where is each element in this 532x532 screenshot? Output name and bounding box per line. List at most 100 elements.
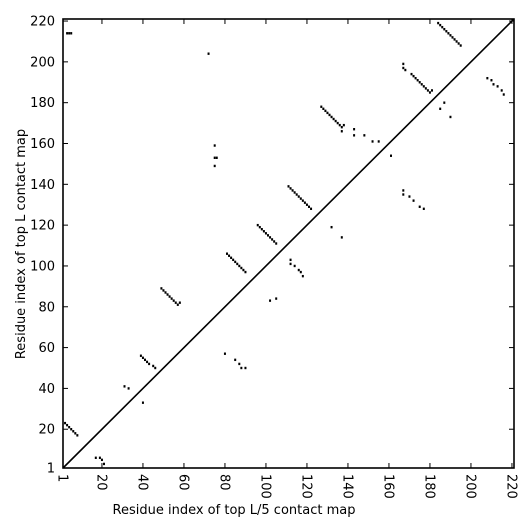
x-tick-label: 200 [462, 474, 477, 499]
contact-point [408, 195, 411, 198]
contact-point [174, 301, 177, 304]
contact-point [420, 83, 423, 86]
y-tick-label: 160 [30, 137, 55, 152]
contact-point [338, 123, 341, 127]
contact-point [213, 164, 216, 168]
contact-point [418, 205, 421, 208]
contact-point [439, 23, 442, 27]
contact-point [141, 401, 144, 404]
contact-point [68, 425, 71, 429]
contact-point [328, 113, 331, 117]
contact-point [459, 44, 462, 47]
contact-point [412, 74, 415, 78]
contact-point [486, 76, 489, 80]
contact-point [164, 291, 167, 294]
contact-point [340, 130, 343, 133]
contact-point [234, 260, 237, 264]
contact-point [424, 87, 427, 90]
contact-point [70, 428, 73, 431]
contact-point [103, 462, 105, 466]
contact-point [410, 72, 413, 76]
contact-point [437, 21, 440, 25]
contact-point [441, 25, 444, 29]
contact-point [422, 207, 425, 211]
contact-point [139, 354, 142, 357]
contact-point [287, 185, 290, 188]
contact-point [500, 89, 503, 92]
contact-point [228, 254, 231, 257]
contact-point [390, 154, 392, 157]
contact-point [154, 366, 157, 370]
contact-point [453, 38, 456, 41]
contact-point [72, 430, 75, 433]
contact-point [332, 117, 335, 121]
contact-point [334, 119, 337, 123]
contact-point [353, 134, 356, 137]
contact-point [148, 362, 151, 366]
contact-point [451, 36, 454, 39]
contact-point [94, 456, 97, 459]
contact-point [371, 140, 374, 143]
contact-point [496, 85, 499, 88]
contact-point [162, 289, 165, 292]
contact-point [336, 121, 339, 125]
contact-point [402, 66, 405, 70]
contact-point [160, 287, 163, 290]
contact-point [178, 301, 181, 304]
contact-point [330, 115, 333, 119]
contact-point [310, 207, 313, 211]
contact-point [502, 93, 505, 96]
y-tick-label: 80 [38, 300, 55, 315]
x-tick-label: 140 [339, 474, 354, 499]
contact-point [76, 434, 79, 437]
contact-point [168, 295, 171, 298]
contact-point [291, 189, 294, 192]
contact-point [422, 85, 425, 88]
diagonal-line [62, 18, 515, 469]
contact-point [269, 236, 272, 239]
contact-point [416, 79, 419, 82]
x-tick-label: 60 [175, 474, 190, 491]
contact-point [70, 32, 73, 35]
contact-point [258, 225, 261, 229]
contact-point [207, 52, 210, 55]
contact-point [269, 299, 272, 302]
contact-point [492, 83, 495, 86]
contact-point [447, 32, 450, 35]
contact-point [412, 199, 415, 202]
contact-point [297, 195, 300, 198]
contact-point [74, 432, 77, 435]
contact-point [402, 62, 405, 66]
x-tick-label: 20 [93, 474, 108, 491]
contact-point [275, 297, 278, 300]
contact-point [301, 199, 304, 202]
contact-point [141, 356, 144, 359]
contact-point [232, 258, 235, 262]
x-tick-label: 160 [380, 474, 395, 499]
contact-point [170, 297, 173, 300]
contact-point [490, 79, 493, 82]
contact-point [238, 362, 241, 366]
contact-point [443, 28, 446, 31]
contact-point [271, 238, 274, 241]
contact-point [176, 303, 179, 306]
contact-point [449, 34, 452, 37]
contact-point [127, 387, 130, 390]
contact-point [240, 366, 243, 370]
axes: 1 20 40 60 80 100 120 140 160 180 200 2201204060801… [30, 15, 518, 499]
plot-area [62, 18, 515, 469]
contact-point [445, 30, 448, 33]
contact-point [289, 258, 292, 262]
contact-point [244, 366, 247, 370]
contact-point [289, 262, 292, 266]
contact-point [264, 232, 267, 235]
contact-point [242, 268, 245, 272]
y-tick-label: 200 [30, 55, 55, 70]
contact-point [324, 109, 327, 113]
contact-point [234, 358, 237, 362]
contact-point [215, 156, 218, 159]
x-tick-label: 80 [216, 474, 231, 491]
contact-point [146, 360, 149, 364]
contact-point [414, 76, 417, 80]
contact-point [299, 197, 302, 200]
